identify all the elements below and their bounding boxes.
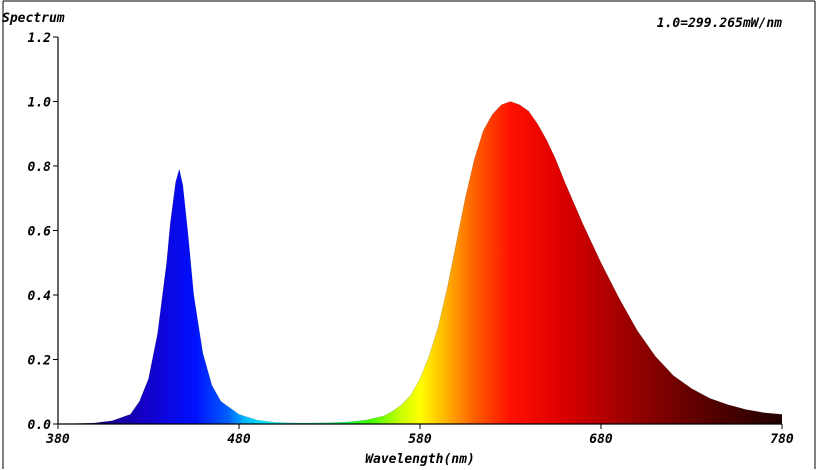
x-axis-ticks: 380 480 580 680 780: [45, 424, 794, 447]
spectrum-line: [57, 101, 783, 425]
y-tick-label: 0.8: [28, 160, 52, 175]
x-axis-label: Wavelength(nm): [365, 452, 475, 467]
y-tick-label: 0.0: [28, 418, 52, 433]
x-tick-label: 580: [408, 432, 432, 447]
scale-note: 1.0=299.265mW/nm: [657, 16, 782, 31]
x-tick-label: 480: [227, 432, 251, 447]
chart-title: Spectrum: [2, 11, 65, 26]
x-tick-label: 380: [45, 432, 70, 447]
y-tick-label: 0.4: [28, 289, 52, 304]
y-tick-label: 1.0: [28, 96, 52, 111]
x-tick-label: 680: [589, 432, 613, 447]
y-axis-ticks: 0.0 0.2 0.4 0.6 0.8 1.0 1.2: [28, 31, 58, 433]
y-tick-label: 0.2: [28, 354, 52, 369]
y-tick-label: 0.6: [28, 225, 52, 240]
x-tick-label: 780: [770, 432, 794, 447]
spectrum-area: [58, 101, 782, 424]
y-tick-label: 1.2: [28, 31, 52, 46]
